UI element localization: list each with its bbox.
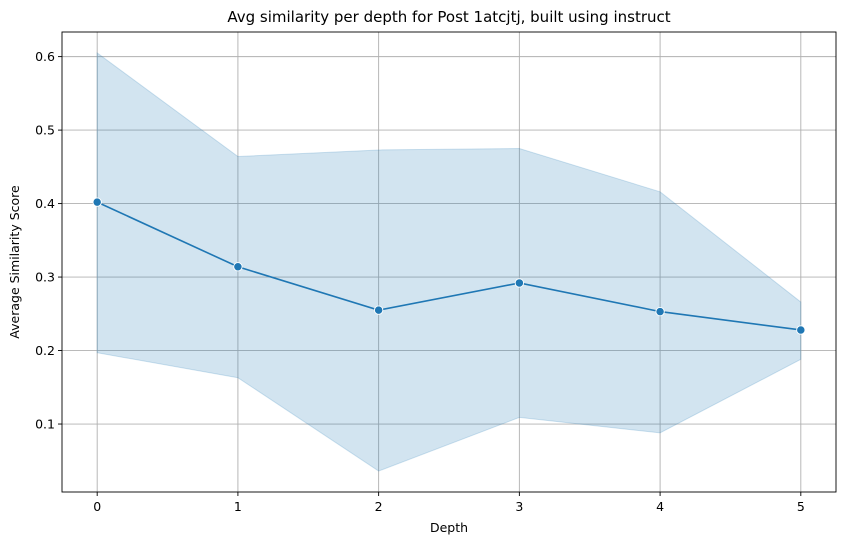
series-markers: [92, 197, 806, 335]
y-tick-label: 0.1: [35, 417, 55, 432]
y-tick-label: 0.5: [35, 123, 55, 138]
y-tick-label: 0.4: [35, 196, 55, 211]
data-point: [373, 305, 384, 315]
x-tick-label: 4: [656, 499, 664, 514]
data-point: [233, 262, 243, 272]
data-point: [92, 197, 102, 207]
confidence-band-area: [96, 51, 802, 472]
x-tick-label: 1: [234, 499, 242, 514]
series-line-layer: [96, 201, 801, 331]
plot-frame: [61, 31, 837, 493]
data-point: [655, 306, 665, 317]
chart-title: Avg similarity per depth for Post 1atcjt…: [227, 8, 670, 26]
y-axis-ticks: 0.1 0.2 0.3 0.4 0.5 0.6: [35, 49, 62, 432]
x-tick-label: 5: [797, 499, 805, 514]
x-axis-ticks: 0 1 2 3 4 5: [93, 492, 805, 514]
x-axis-label: Depth: [430, 520, 468, 535]
y-tick-label: 0.6: [35, 49, 55, 64]
x-tick-label: 3: [515, 499, 523, 514]
grid: [62, 32, 836, 492]
confidence-band: [96, 51, 802, 472]
data-point: [796, 325, 806, 335]
y-tick-label: 0.2: [35, 343, 55, 358]
y-tick-label: 0.3: [35, 270, 55, 285]
x-tick-label: 2: [375, 499, 383, 514]
data-point: [514, 278, 525, 288]
series-line: [96, 201, 801, 331]
y-axis-label: Average Similarity Score: [7, 185, 22, 339]
x-tick-label: 0: [93, 499, 101, 514]
